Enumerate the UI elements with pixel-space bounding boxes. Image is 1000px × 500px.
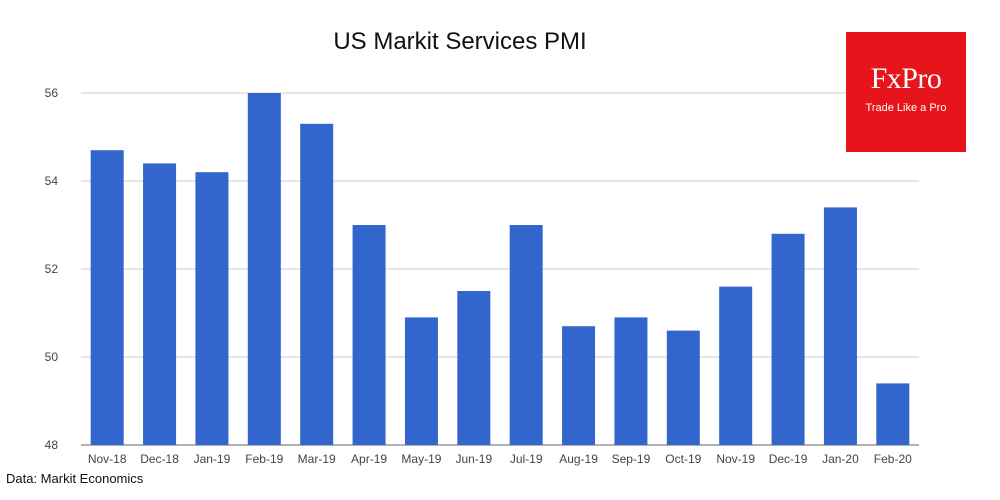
bar [247,93,281,445]
x-tick-label: Aug-19 [559,452,598,466]
x-tick-label: Feb-20 [874,452,912,466]
y-tick-label: 48 [45,438,59,452]
x-tick-label: Oct-19 [665,452,701,466]
y-tick-label: 56 [45,86,59,100]
x-tick-label: Feb-19 [245,452,283,466]
data-source: Data: Markit Economics [6,471,144,486]
x-tick-label: May-19 [401,452,441,466]
x-tick-label: Mar-19 [298,452,336,466]
bar [719,286,753,445]
x-tick-label: Jan-20 [822,452,859,466]
bar [195,172,229,445]
y-tick-label: 54 [45,174,59,188]
y-tick-label: 52 [45,262,59,276]
x-tick-label: Dec-18 [140,452,179,466]
x-tick-label: Jul-19 [510,452,543,466]
bar [562,326,596,445]
x-tick-label: Jan-19 [194,452,231,466]
chart-title: US Markit Services PMI [333,28,587,55]
bar [352,225,386,445]
bar [771,233,805,445]
bar [300,123,334,446]
x-tick-label: Apr-19 [351,452,387,466]
x-tick-label: Jun-19 [455,452,492,466]
bar [823,207,857,445]
bar [143,163,177,445]
x-tick-label: Dec-19 [769,452,808,466]
logo-name: FxPro [870,62,942,95]
bar [457,291,491,445]
bar [614,317,648,445]
x-tick-label: Sep-19 [612,452,651,466]
y-tick-label: 50 [45,350,59,364]
fxpro-logo: FxPro Trade Like a Pro [846,32,966,152]
logo-tagline: Trade Like a Pro [865,102,947,114]
bar [876,383,910,445]
bar [90,150,124,445]
x-tick-label: Nov-19 [716,452,755,466]
bar [404,317,438,445]
bar [666,330,700,445]
x-tick-label: Nov-18 [88,452,127,466]
bar [509,225,543,445]
